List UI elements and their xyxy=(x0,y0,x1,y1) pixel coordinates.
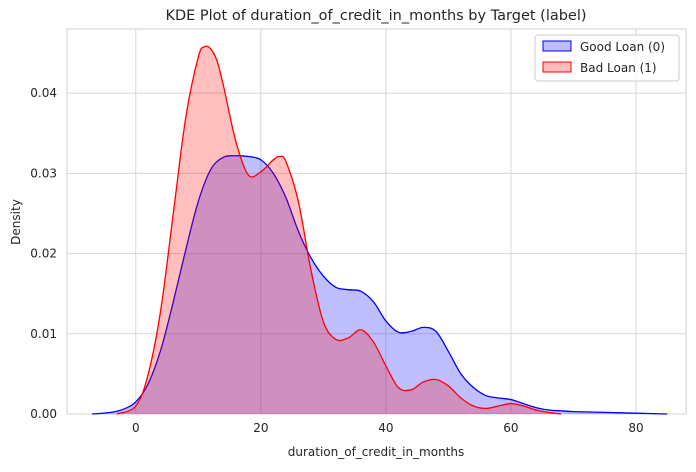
x-axis-label: duration_of_credit_in_months xyxy=(288,445,465,459)
x-tick-label: 80 xyxy=(628,421,643,435)
x-tick-label: 20 xyxy=(253,421,268,435)
y-tick-label: 0.00 xyxy=(30,407,57,421)
density-areas xyxy=(91,45,668,415)
y-tick-label: 0.01 xyxy=(30,327,57,341)
legend: Good Loan (0) Bad Loan (1) xyxy=(534,34,680,82)
y-tick-label: 0.04 xyxy=(30,86,57,100)
chart-title: KDE Plot of duration_of_credit_in_months… xyxy=(165,8,586,24)
density-line-bad-loan xyxy=(116,45,562,415)
legend-label-bad-loan: Bad Loan (1) xyxy=(580,61,657,75)
y-tick-label: 0.02 xyxy=(30,247,57,261)
legend-swatch-bad-loan xyxy=(542,61,572,73)
legend-swatch-good-loan xyxy=(542,40,572,52)
y-axis-label: Density xyxy=(9,199,23,245)
x-tick-label: 60 xyxy=(503,421,518,435)
density-area-bad-loan xyxy=(117,46,561,415)
y-tick-label: 0.03 xyxy=(30,166,57,180)
x-tick-label: 0 xyxy=(132,421,140,435)
grid xyxy=(67,29,686,415)
legend-label-good-loan: Good Loan (0) xyxy=(580,40,665,54)
ticks: 0 20 40 60 80 0.00 0.01 0.02 0.03 0.04 xyxy=(30,86,643,435)
density-area-good-loan xyxy=(92,155,668,414)
x-tick-label: 40 xyxy=(378,421,393,435)
density-line-good-loan xyxy=(91,155,668,415)
